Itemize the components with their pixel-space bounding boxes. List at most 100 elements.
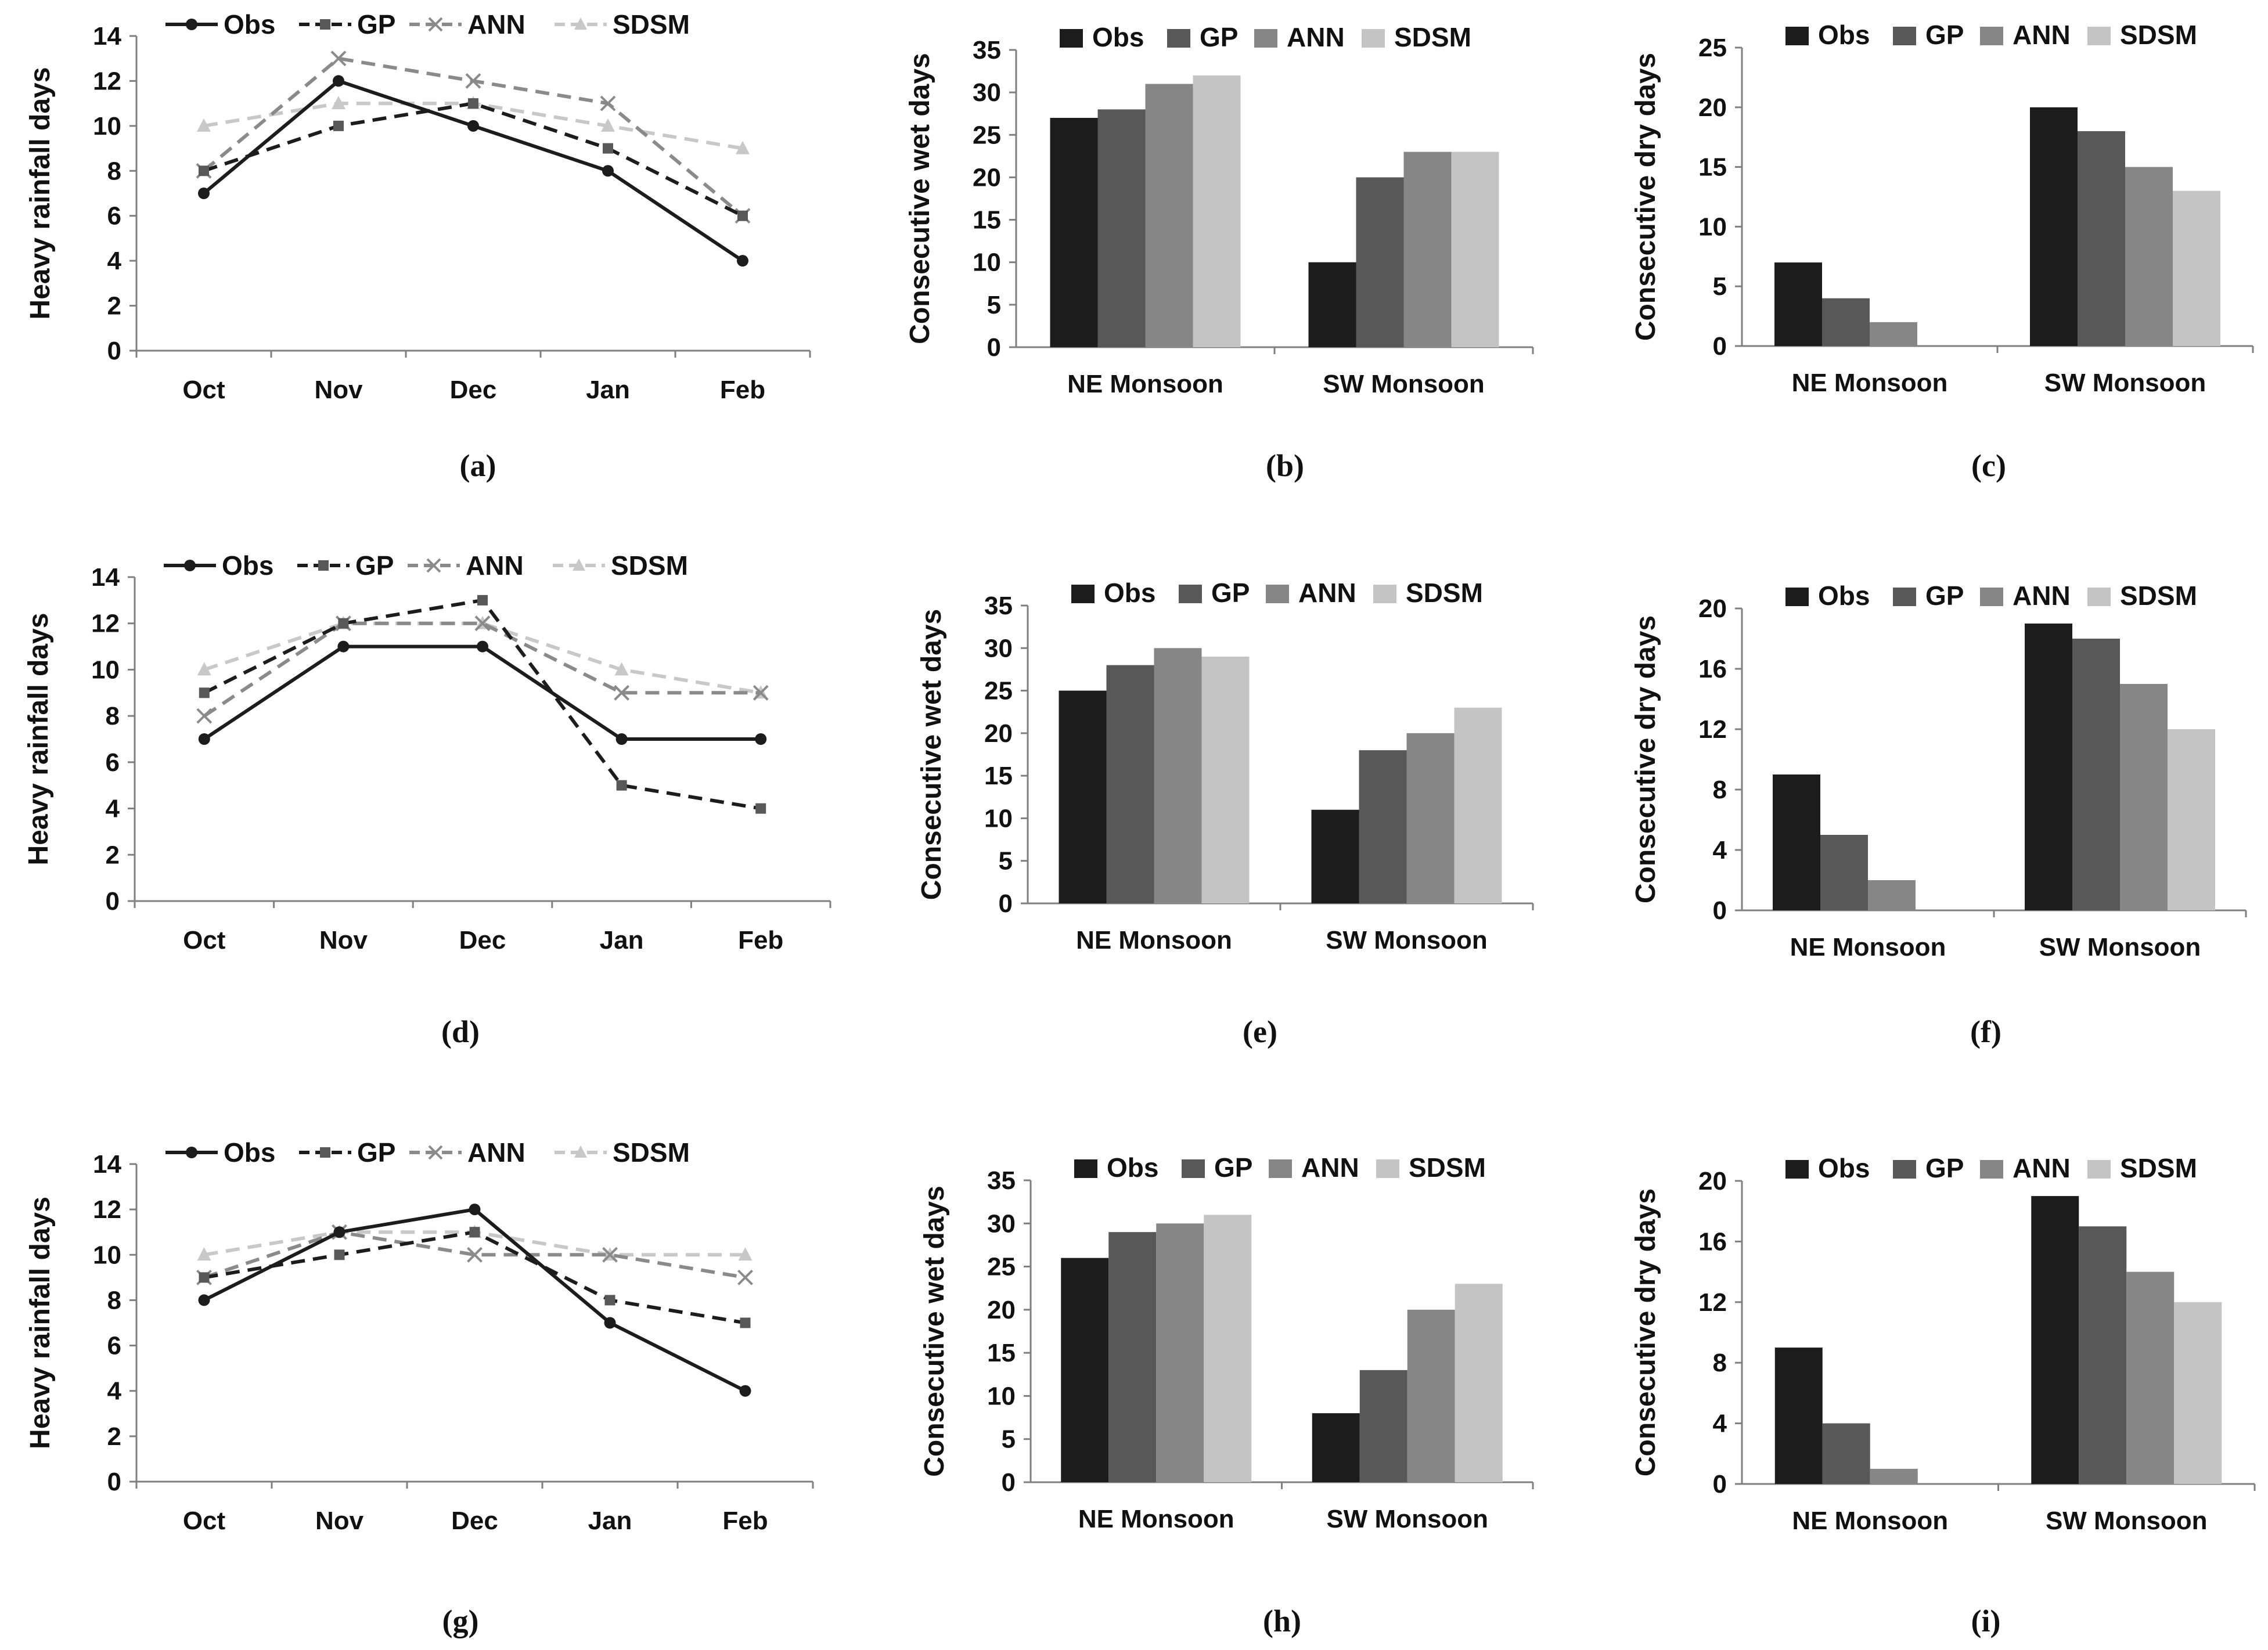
y-tick-label: 8 (1713, 1349, 1727, 1377)
legend-label-ann: ANN (2013, 20, 2071, 50)
y-tick-label: 10 (93, 112, 121, 140)
legend-label-ann: ANN (2013, 581, 2071, 611)
x-tick-label: Feb (738, 926, 783, 954)
y-tick-label: 12 (93, 67, 121, 95)
x-tick-label: Nov (315, 1507, 364, 1535)
bar-gp (1106, 665, 1154, 903)
y-tick-label: 12 (91, 610, 120, 638)
data-point-ann (465, 73, 481, 89)
legend-swatch-sdsm (1376, 1159, 1399, 1178)
y-axis-title: Consecutive dry days (1630, 615, 1661, 903)
x-tick-label: Oct (183, 926, 226, 954)
legend: Obs GP ANN SDSM (165, 1137, 690, 1168)
legend-label-obs: Obs (222, 550, 273, 581)
data-point-obs (615, 733, 628, 745)
legend-swatch-sdsm (2087, 27, 2111, 45)
series-gp (199, 98, 748, 221)
y-tick-label: 10 (1698, 212, 1727, 241)
series-gp (199, 1227, 751, 1328)
bar-gp (2078, 131, 2125, 347)
bar-ann (1156, 1223, 1204, 1482)
legend-label-gp: GP (1925, 581, 1964, 611)
y-tick-label: 0 (107, 1468, 121, 1496)
series-line-sdsm (203, 621, 761, 695)
panel-caption: (a) (460, 448, 496, 483)
data-point-obs (477, 640, 488, 653)
data-point-gp (477, 595, 488, 606)
legend: Obs GP ANN SDSM (1785, 1153, 2197, 1183)
bar-obs (1311, 809, 1359, 903)
series-obs (198, 640, 767, 745)
y-tick-label: 25 (973, 121, 1001, 149)
bar-obs (1308, 262, 1356, 347)
panel-caption: (c) (1971, 448, 2006, 483)
bar-sdsm (1454, 707, 1502, 903)
legend-label-sdsm: SDSM (1394, 22, 1471, 52)
x-tick-label: Jan (586, 376, 630, 404)
legend: Obs GP ANN SDSM (165, 9, 690, 39)
y-tick-label: 20 (987, 1296, 1016, 1324)
legend-label-sdsm: SDSM (1409, 1152, 1486, 1183)
legend-marker (320, 1147, 330, 1158)
y-tick-label: 25 (1698, 34, 1727, 62)
y-tick-label: 2 (106, 841, 120, 869)
legend-label-obs: Obs (224, 9, 275, 39)
y-tick-label: 6 (107, 1332, 121, 1360)
bar-sdsm (1193, 75, 1241, 347)
panel-i: 0 4 8 12 16 20 Consecutive dry days (i) NE Monso… (1630, 1153, 2256, 1638)
bar-ann (1870, 322, 1917, 346)
y-tick-label: 20 (984, 719, 1013, 748)
data-point-gp (199, 687, 210, 698)
y-tick-label: 4 (107, 247, 122, 275)
panel-caption: (h) (1263, 1604, 1301, 1638)
y-tick-label: 15 (987, 1339, 1016, 1367)
legend-swatch-ann (1980, 27, 2003, 45)
y-axis-title: Heavy rainfall days (23, 613, 54, 866)
bar-ann (2125, 167, 2173, 346)
data-point-sdsm (736, 140, 750, 154)
legend-marker (574, 17, 587, 30)
panel-caption: (b) (1266, 448, 1304, 483)
legend: Obs GP ANN SDSM (1785, 581, 2197, 611)
data-point-sdsm (197, 118, 211, 132)
legend-label-ann: ANN (467, 9, 525, 39)
bar-gp (1097, 109, 1146, 347)
panel-h: 0 5 10 15 20 25 30 35 Consecutive wet days (h) NE … (919, 1152, 1534, 1638)
bar-ann (1154, 648, 1202, 903)
bar-ann (2126, 1271, 2175, 1484)
legend-label-gp: GP (1925, 1153, 1964, 1183)
bar-sdsm (2174, 1302, 2222, 1484)
legend-marker (426, 558, 441, 573)
y-tick-label: 30 (984, 634, 1013, 662)
series-line-gp (203, 598, 761, 810)
x-tick-label: Oct (182, 376, 225, 404)
y-tick-label: 10 (987, 1382, 1016, 1410)
panel-caption: (d) (441, 1014, 480, 1049)
y-tick-label: 2 (107, 292, 121, 320)
bar-obs (1061, 1258, 1109, 1482)
data-point-gp (199, 1272, 210, 1283)
x-tick-label: Dec (450, 376, 497, 404)
bar-ann (2120, 684, 2168, 910)
data-point-gp (338, 618, 349, 629)
bar-obs (1773, 774, 1820, 910)
data-point-obs (198, 733, 210, 745)
y-tick-label: 4 (106, 795, 120, 823)
legend-label-obs: Obs (1818, 1153, 1870, 1183)
y-tick-label: 0 (107, 337, 121, 365)
legend-swatch-obs (1071, 585, 1095, 603)
bar-obs (1312, 1413, 1360, 1482)
y-tick-label: 14 (93, 1150, 121, 1179)
panel-b: 0 5 10 15 20 25 30 35 Consecutive wet days (b) NE … (905, 22, 1534, 483)
y-tick-label: 0 (1713, 1470, 1727, 1498)
data-point-obs (469, 1204, 481, 1216)
y-tick-label: 16 (1698, 1227, 1727, 1256)
y-tick-label: 10 (984, 804, 1013, 833)
bar-gp (1359, 750, 1407, 903)
series-line-ann (203, 1230, 746, 1280)
legend-swatch-gp (1179, 585, 1202, 603)
bar-sdsm (1455, 1284, 1503, 1482)
data-point-gp (469, 1227, 480, 1238)
legend-label-sdsm: SDSM (2120, 20, 2197, 50)
panel-e: 0 5 10 15 20 25 30 35 Consecutive wet days (e) NE … (916, 578, 1534, 1049)
